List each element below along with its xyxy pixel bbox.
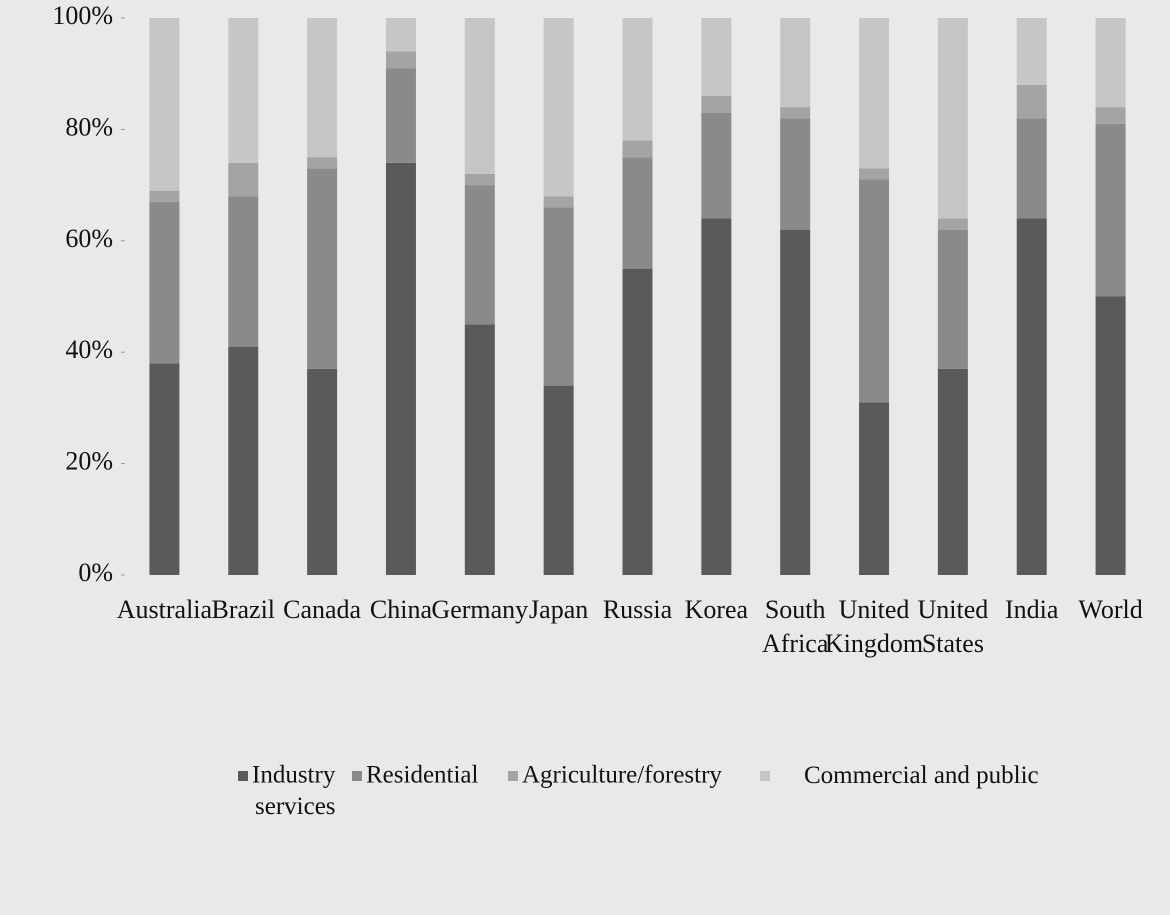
x-tick-label: Korea [685, 595, 749, 624]
bar-segment [149, 190, 180, 202]
y-tick-label: 0% [78, 558, 113, 587]
bar-segment [464, 185, 495, 325]
bar-segment [701, 18, 732, 96]
bar-segment [622, 18, 653, 141]
legend-label: Industry [252, 762, 336, 789]
x-tick-label: Canada [283, 595, 361, 624]
bar-segment [780, 229, 811, 575]
bar-segment [1016, 18, 1047, 85]
bar-segment [622, 268, 653, 575]
x-tick-label: Australia [117, 595, 213, 624]
bar-segment [780, 118, 811, 230]
bar-segment [937, 229, 968, 369]
bar-segment [937, 18, 968, 219]
bar-segment [543, 385, 574, 575]
legend-label: Agriculture/forestry [522, 762, 722, 789]
bar-segment [1016, 218, 1047, 575]
bar-segment [307, 168, 338, 369]
legend-swatch [508, 771, 518, 781]
bar-segment [701, 218, 732, 575]
bar-segment [1016, 118, 1047, 219]
bar-segment [1095, 107, 1126, 124]
bar-segment [385, 68, 416, 163]
y-tick-label: 80% [65, 112, 113, 141]
bar-segment [701, 95, 732, 113]
bar-segment [1095, 123, 1126, 297]
bar-segment [385, 18, 416, 52]
bar-segment [149, 201, 180, 364]
x-tick-label: Germany [431, 595, 528, 624]
bar-segment [780, 18, 811, 108]
bar-segment [228, 346, 259, 575]
bar-segment [149, 18, 180, 191]
bar-segment [937, 368, 968, 575]
bar-segment [464, 18, 495, 174]
x-tick-label: World [1078, 595, 1142, 624]
x-tick-label: Japan [529, 595, 588, 624]
legend: Industry Residential Agriculture/forestry C… [238, 762, 1039, 820]
y-tick-label: 100% [52, 1, 113, 30]
bar-segment [937, 218, 968, 230]
x-tick-label: Brazil [212, 595, 276, 624]
y-tick-label: 40% [65, 335, 113, 364]
bar-segment [228, 18, 259, 163]
bar-segment [859, 168, 890, 180]
x-tick-label: India [1005, 595, 1059, 624]
bar-segment [543, 207, 574, 386]
bar-segment [622, 140, 653, 158]
bar-segment [149, 363, 180, 575]
legend-swatch [352, 771, 362, 781]
legend-swatch [238, 771, 248, 781]
bar-segment [859, 179, 890, 403]
bar-segment [859, 402, 890, 575]
bar-segment [385, 51, 416, 69]
bar-segment [464, 324, 495, 575]
bar-segment [307, 157, 338, 169]
bar-segment [307, 18, 338, 158]
x-tick-label: Russia [603, 595, 673, 624]
y-tick-label: 20% [65, 447, 113, 476]
x-tick-label: South Africa [762, 595, 829, 658]
legend-label: Residential [366, 762, 479, 789]
legend-label: Commercial and public services [255, 762, 1039, 820]
x-tick-label: United Kingdom [825, 595, 923, 658]
bar-segment [780, 107, 811, 119]
bar-segment [543, 196, 574, 208]
bar-segment [1095, 18, 1126, 108]
bar-segment [228, 162, 259, 197]
bar-segment [622, 157, 653, 269]
bar-segment [385, 162, 416, 575]
y-tick-label: 60% [65, 224, 113, 253]
bar-segment [228, 196, 259, 347]
bar-segment [1095, 296, 1126, 575]
x-tick-label: China [370, 595, 433, 624]
bar-segment [859, 18, 890, 169]
bar-segment [543, 18, 574, 197]
bar-segment [307, 368, 338, 575]
x-tick-label: United States [918, 595, 989, 658]
bar-segment [1016, 84, 1047, 119]
bar-segment [701, 112, 732, 219]
bar-segment [464, 173, 495, 186]
legend-swatch [760, 771, 770, 781]
